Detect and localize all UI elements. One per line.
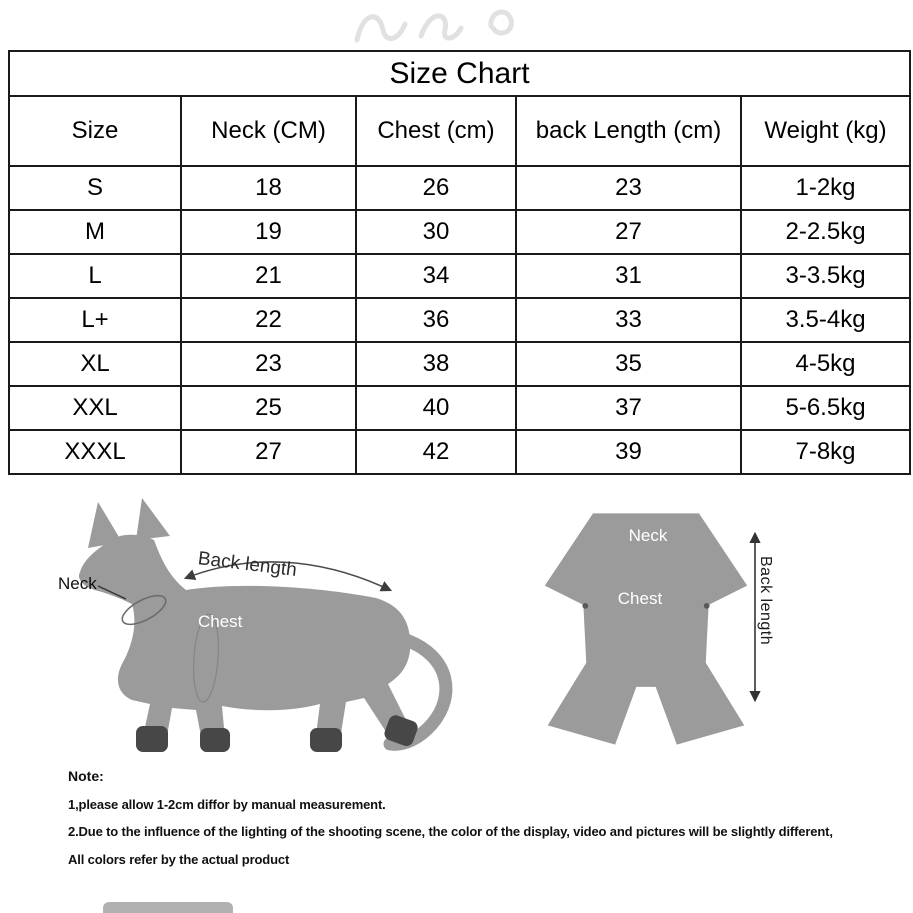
cell-weight: 2-2.5kg	[739, 209, 912, 255]
underarm-mark-left	[582, 602, 589, 609]
header-row: Size Neck (CM) Chest (cm) back Length (c…	[8, 95, 912, 167]
watermark-marks	[354, 9, 514, 43]
cat-body	[78, 534, 414, 752]
cell-chest: 34	[355, 253, 517, 299]
garment-neck-label: Neck	[628, 526, 668, 545]
cell-neck: 25	[180, 385, 357, 431]
cell-chest: 26	[355, 165, 517, 211]
cell-back-length: 37	[515, 385, 742, 431]
cell-chest: 38	[355, 341, 517, 387]
garment-shape	[544, 513, 748, 745]
cat-ear-left	[88, 502, 122, 548]
underarm-mark-right	[703, 602, 710, 609]
cell-weight: 3.5-4kg	[739, 297, 912, 343]
column-header-back-length: back Length (cm)	[515, 95, 742, 167]
cell-weight: 1-2kg	[739, 165, 912, 211]
cell-chest: 42	[355, 429, 517, 475]
cat-boots	[136, 715, 418, 752]
cell-neck: 19	[180, 209, 357, 255]
column-header-chest: Chest (cm)	[355, 95, 517, 167]
size-chart-title: Size Chart	[7, 50, 912, 97]
column-header-neck: Neck (CM)	[180, 95, 357, 167]
cell-back-length: 33	[515, 297, 742, 343]
cat-illustration	[78, 498, 453, 752]
column-header-weight: Weight (kg)	[739, 95, 912, 167]
cat-chest-label: Chest	[198, 612, 243, 631]
size-chart-table: Size Chart Size Neck (CM) Chest (cm) bac…	[7, 50, 912, 475]
garment-back-length-arrow	[749, 531, 761, 703]
cell-weight: 5-6.5kg	[739, 385, 912, 431]
back-length-arrow	[183, 561, 393, 592]
cell-size: M	[8, 209, 182, 255]
cell-size: XXXL	[8, 429, 182, 475]
cell-size: L+	[8, 297, 182, 343]
column-header-size: Size	[8, 95, 182, 167]
garment-illustration	[544, 513, 748, 745]
cell-chest: 36	[355, 297, 517, 343]
cat-ear-right	[136, 498, 170, 540]
cell-neck: 18	[180, 165, 357, 211]
size-row-xxl: XXL 25 40 37 5-6.5kg	[8, 385, 912, 431]
neck-measure-ring	[121, 594, 167, 626]
size-row-l-plus: L+ 22 36 33 3.5-4kg	[8, 297, 912, 343]
notes-block: Note: 1,please allow 1-2cm diffor by man…	[68, 763, 833, 873]
cell-weight: 4-5kg	[739, 341, 912, 387]
cell-size: XXL	[8, 385, 182, 431]
size-row-l: L 21 34 31 3-3.5kg	[8, 253, 912, 299]
cell-back-length: 39	[515, 429, 742, 475]
bottom-watermark-bar	[103, 902, 233, 913]
cell-back-length: 27	[515, 209, 742, 255]
cell-size: L	[8, 253, 182, 299]
cell-size: XL	[8, 341, 182, 387]
cell-weight: 7-8kg	[739, 429, 912, 475]
size-row-xl: XL 23 38 35 4-5kg	[8, 341, 912, 387]
cell-size: S	[8, 165, 182, 211]
title-row: Size Chart	[7, 50, 912, 97]
cell-chest: 40	[355, 385, 517, 431]
cat-neck-label: Neck	[58, 574, 97, 593]
garment-back-length-label: Back length	[757, 556, 774, 646]
size-row-xxxl: XXXL 27 42 39 7-8kg	[8, 429, 912, 475]
chest-measure-ring	[193, 613, 219, 703]
cell-neck: 27	[180, 429, 357, 475]
neck-pointer-line	[97, 585, 127, 600]
cell-neck: 23	[180, 341, 357, 387]
note-line-2: 2.Due to the influence of the lighting o…	[68, 824, 833, 839]
garment-chest-label: Chest	[617, 589, 663, 608]
cell-neck: 21	[180, 253, 357, 299]
cell-chest: 30	[355, 209, 517, 255]
cell-back-length: 35	[515, 341, 742, 387]
size-row-m: M 19 30 27 2-2.5kg	[8, 209, 912, 255]
note-line-1: 1,please allow 1-2cm diffor by manual me…	[68, 796, 386, 812]
cell-back-length: 23	[515, 165, 742, 211]
cell-back-length: 31	[515, 253, 742, 299]
cell-neck: 22	[180, 297, 357, 343]
notes-heading: Note:	[68, 768, 104, 784]
cell-weight: 3-3.5kg	[739, 253, 912, 299]
size-row-s: S 18 26 23 1-2kg	[8, 165, 912, 211]
note-line-3: All colors refer by the actual product	[68, 851, 290, 867]
